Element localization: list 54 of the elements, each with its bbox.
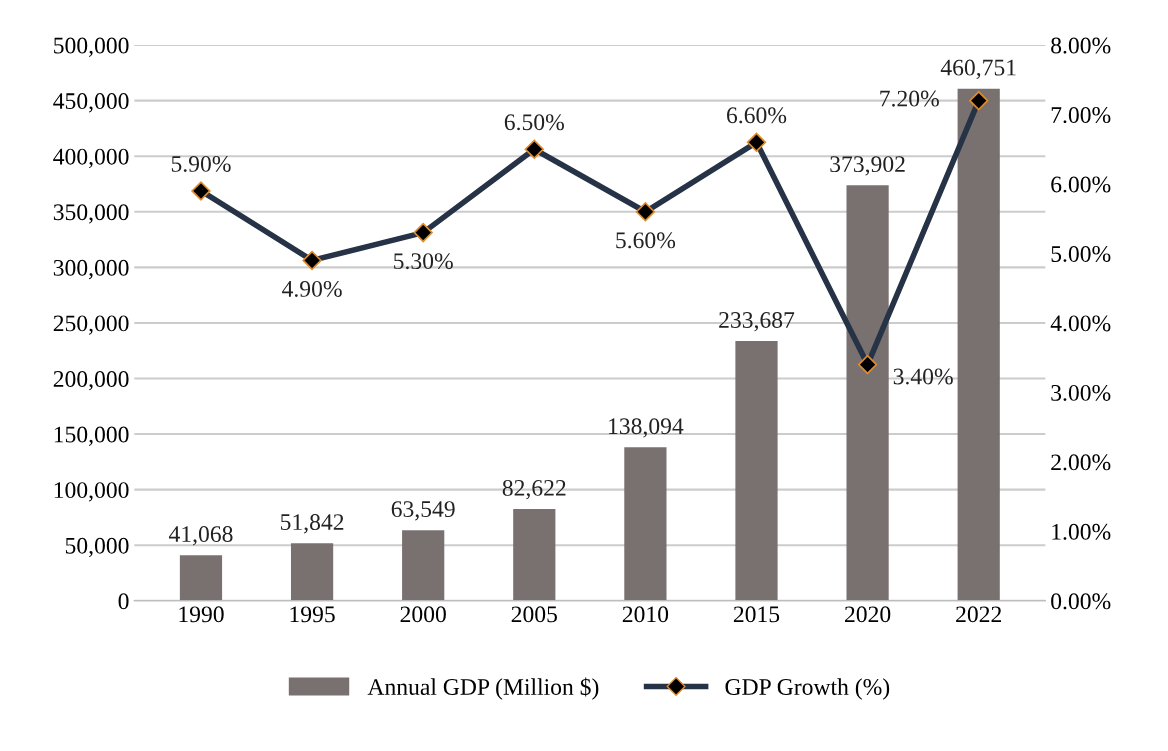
x-tick-label: 2000 [400, 606, 446, 623]
y2-tick-label: 8.00% [1051, 37, 1111, 54]
data-label: 373,902 [830, 156, 905, 176]
y2-tick-label: 6.00% [1051, 176, 1111, 193]
data-label: 51,842 [280, 514, 344, 534]
y-tick-label: 300,000 [53, 259, 129, 280]
bar [624, 447, 667, 601]
data-label: 6.60% [727, 107, 787, 124]
y-tick-label: 500,000 [54, 37, 129, 57]
y-tick-label: 0 [118, 593, 129, 610]
y-tick-label: 450,000 [53, 93, 129, 113]
y2-tick-label: 3.00% [1051, 384, 1111, 401]
data-label: 4.90% [282, 280, 342, 297]
bar [402, 530, 445, 601]
y-tick-label: 350,000 [53, 204, 129, 224]
data-label: 5.30% [394, 253, 453, 270]
y-tick-label: 400,000 [53, 148, 129, 169]
x-tick-label: 2020 [845, 606, 891, 623]
data-label: 460,751 [940, 59, 1016, 79]
data-label: 63,549 [391, 501, 455, 521]
data-label: 82,622 [502, 479, 566, 500]
x-tick-label: 2022 [956, 606, 1002, 623]
bar [179, 555, 223, 601]
y-tick-label: 150,000 [54, 426, 129, 446]
data-label: 7.20% [880, 90, 939, 107]
y2-tick-label: 2.00% [1051, 454, 1111, 471]
x-tick-label: 1995 [290, 606, 335, 623]
y-tick-label: 100,000 [54, 482, 129, 502]
data-label: 233,687 [719, 312, 795, 332]
x-tick-label: 2005 [511, 606, 557, 623]
legend-label: Annual GDP (Million $) [367, 677, 599, 700]
bar [290, 543, 334, 601]
bar [513, 508, 556, 601]
data-label: 3.40% [893, 368, 953, 385]
x-tick-label: 2015 [733, 606, 780, 623]
y2-tick-label: 4.00% [1050, 315, 1111, 332]
y2-tick-label: 5.00% [1051, 245, 1111, 262]
bar [846, 185, 889, 601]
y-tick-label: 50,000 [65, 537, 129, 558]
bar [957, 88, 1000, 601]
x-tick-label: 1990 [179, 606, 224, 623]
bar [735, 341, 778, 601]
data-label: 5.90% [171, 155, 231, 172]
y-tick-label: 250,000 [53, 315, 129, 335]
data-label: 5.60% [616, 232, 676, 249]
data-label: 6.50% [504, 114, 564, 131]
y-tick-label: 200,000 [53, 370, 129, 391]
x-tick-label: 2010 [622, 606, 669, 623]
data-label: 41,068 [168, 526, 233, 546]
y2-tick-label: 0.00% [1051, 593, 1111, 610]
data-label: 138,094 [609, 418, 684, 438]
y2-tick-label: 7.00% [1051, 107, 1111, 124]
legend-label: GDP Growth (%) [725, 678, 890, 700]
y2-tick-label: 1.00% [1052, 523, 1111, 540]
